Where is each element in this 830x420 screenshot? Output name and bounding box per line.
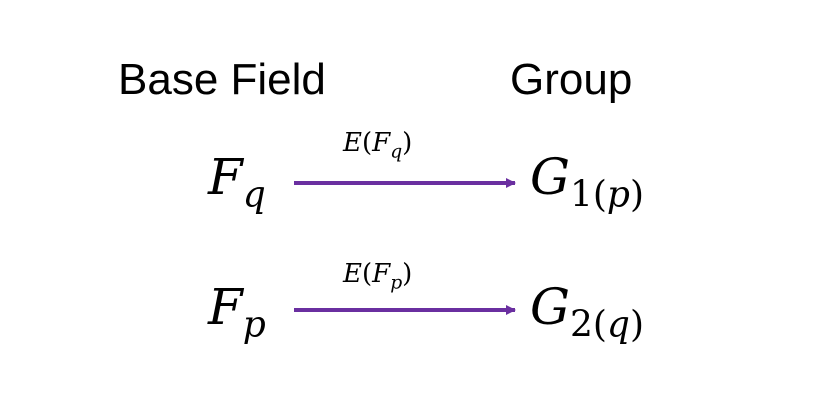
group-g1p: G1(p) xyxy=(530,148,644,216)
field-fp: Fp xyxy=(208,278,266,346)
field-fq: Fq xyxy=(208,148,266,216)
base-field-heading: Base Field xyxy=(118,55,326,104)
edge-label-1: E(Fq) xyxy=(343,128,413,163)
edge-label-2: E(Fp) xyxy=(343,259,413,294)
group-g2q: G2(q) xyxy=(530,278,644,346)
group-heading: Group xyxy=(510,55,633,104)
